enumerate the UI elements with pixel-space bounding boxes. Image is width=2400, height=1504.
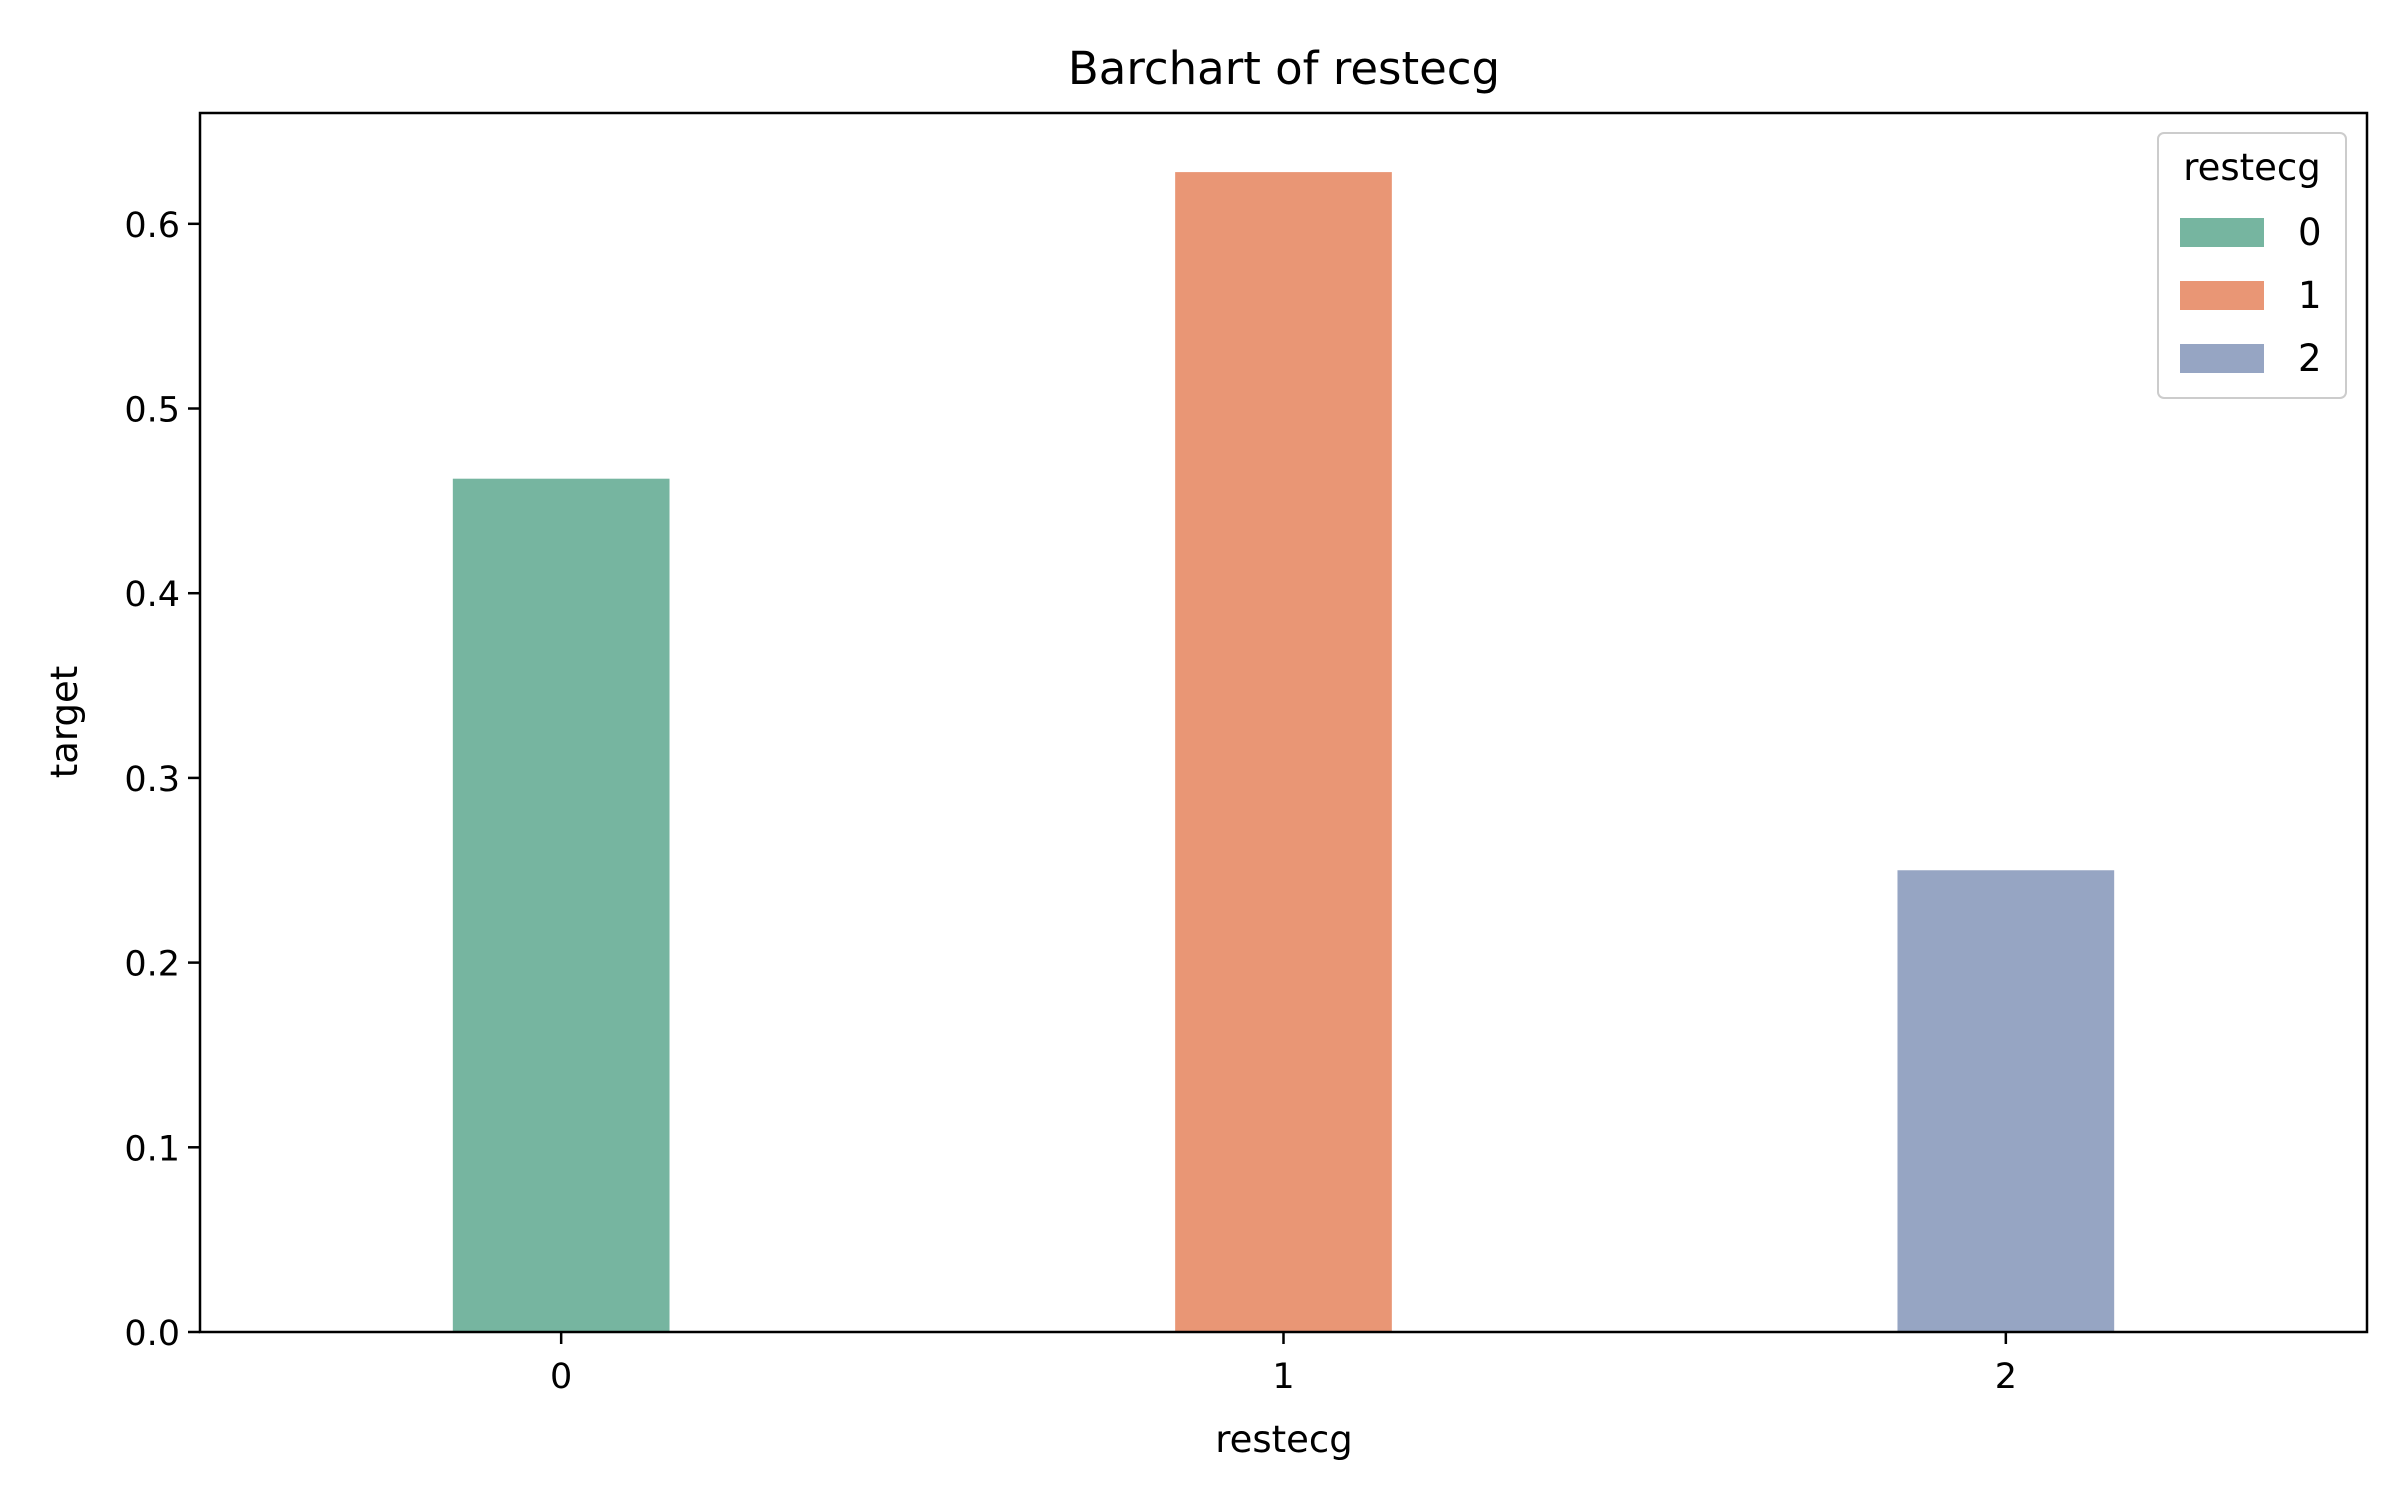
y-tick-label: 0.4 [124,575,180,615]
y-axis: 0.0 0.1 0.2 0.3 0.4 0.5 0.6 [124,206,200,1354]
x-axis-label: restecg [1215,1418,1353,1461]
legend-label-1: 1 [2298,274,2322,317]
x-axis: 0 1 2 [550,1332,2017,1397]
legend-swatch-2 [2180,344,2264,373]
y-tick-label: 0.5 [124,391,180,431]
y-tick-label: 0.1 [124,1129,180,1169]
legend-swatch-1 [2180,281,2264,310]
legend: restecg 0 1 2 [2157,132,2347,399]
y-tick-label: 0.0 [124,1314,180,1354]
legend-label-0: 0 [2298,211,2322,254]
y-tick-label: 0.6 [124,206,180,246]
bar-1 [1175,172,1392,1332]
x-tick-label: 0 [550,1357,572,1397]
bar-2 [1897,870,2115,1332]
legend-swatch-0 [2180,218,2264,247]
y-tick-label: 0.3 [124,760,180,800]
y-tick-label: 0.2 [124,945,180,985]
x-tick-label: 1 [1272,1357,1294,1397]
bars-group [452,172,2115,1332]
legend-entries: 0 1 2 [2180,211,2322,380]
legend-frame [2157,132,2347,399]
x-tick-label: 2 [1995,1357,2017,1397]
bar-0 [452,478,670,1332]
legend-label-2: 2 [2298,337,2322,380]
y-axis-label: target [43,666,86,779]
chart-title: Barchart of restecg [1068,42,1500,95]
legend-title: restecg [2183,146,2321,189]
